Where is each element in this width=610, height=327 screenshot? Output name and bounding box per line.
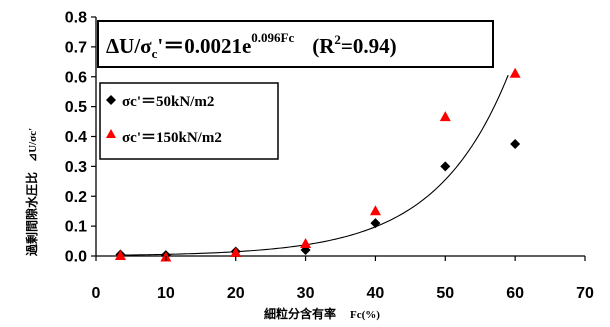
legend-label-150: σc'＝150kN/m2: [122, 130, 222, 146]
data-point-diamond: [370, 218, 381, 229]
y-tick-label: 0.7: [65, 39, 87, 56]
data-point-triangle: [509, 67, 521, 78]
x-axis-label: 細粒分含有率: [264, 306, 336, 321]
formula-r-value: =0.94): [341, 34, 397, 58]
data-point-triangle: [114, 250, 126, 260]
fit-curve: [116, 74, 509, 256]
plot-area: [95, 17, 585, 262]
y-tick-label: 0.0: [65, 249, 87, 266]
x-tick-labels: 0 10 20 30 40 50 60 70: [92, 256, 594, 302]
x-axis-unit: Fc(%): [350, 309, 380, 321]
data-point-diamond: [440, 161, 451, 172]
x-axis-title: 細粒分含有率 Fc(%): [264, 306, 380, 321]
formula-coefficient: '＝0.0021e: [157, 34, 251, 58]
data-point-triangle: [439, 111, 451, 122]
legend-marker-triangle: [106, 129, 116, 138]
y-tick-label: 0.6: [65, 69, 87, 86]
y-tick-label: 0.2: [65, 189, 87, 206]
formula-exponent: 0.096Fc: [251, 30, 294, 45]
y-tick-labels: 0.0 0.1 0.2 0.3 0.4 0.5 0.6 0.7 0.8: [65, 10, 96, 266]
legend-label-50: σc'＝50kN/m2: [122, 94, 214, 110]
y-tick-label: 0.8: [65, 10, 87, 27]
formula-delta-u: ΔU/σ: [106, 34, 152, 58]
y-tick-label: 0.1: [65, 219, 87, 236]
data-point-triangle: [300, 238, 312, 249]
regression-formula-box: ΔU/σc'＝0.0021e0.096Fc (R2=0.94): [97, 20, 494, 68]
y-axis-symbol: ⊿U/σc': [27, 128, 39, 162]
data-point-triangle: [230, 247, 242, 258]
legend-marker-diamond: [106, 95, 116, 105]
formula-frame: [97, 20, 494, 68]
x-tick-label: 40: [367, 285, 385, 302]
formula-sub-c: c: [152, 46, 158, 61]
data-point-diamond: [510, 138, 521, 149]
legend-frame: [99, 82, 279, 160]
formula-r-squared: 2: [334, 32, 341, 47]
x-tick-label: 10: [157, 285, 175, 302]
legend: σc'＝50kN/m2 σc'＝150kN/m2: [99, 82, 279, 160]
formula-r-open: (R: [312, 34, 335, 58]
y-tick-label: 0.4: [65, 129, 87, 146]
x-tick-label: 50: [436, 285, 454, 302]
y-axis-title: 過剰間隙水圧比 ⊿U/σc': [24, 128, 39, 257]
formula-text: ΔU/σc'＝0.0021e0.096Fc (R2=0.94): [106, 30, 397, 61]
y-tick-label: 0.3: [65, 159, 87, 176]
y-axis-label: 過剰間隙水圧比: [24, 172, 39, 257]
x-tick-label: 70: [576, 285, 594, 302]
x-tick-label: 0: [92, 285, 101, 302]
x-tick-label: 60: [506, 285, 524, 302]
x-tick-label: 30: [297, 285, 315, 302]
x-tick-label: 20: [227, 285, 245, 302]
data-point-triangle: [369, 205, 381, 216]
y-tick-label: 0.5: [65, 99, 87, 116]
